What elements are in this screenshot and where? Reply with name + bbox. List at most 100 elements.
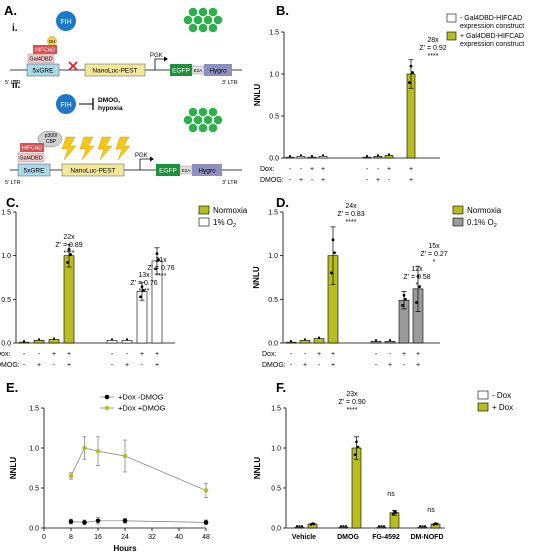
dox-sign: - [304,351,307,358]
dmog-sign: + [125,362,129,369]
dox-sign: - [377,166,380,173]
dmog-sign: - [289,177,292,184]
y-tick-label: 1.0 [269,72,279,79]
gal4-label: Gal4DBD [29,57,52,63]
dox-sign: - [111,351,114,358]
data-point [95,518,101,524]
significance-annotation: Z' = 0.58 [403,274,430,281]
dox-sign: + [402,351,406,358]
gre-label: 5xGRE [33,68,55,75]
replicate-point [299,154,303,157]
dox-sign: - [126,351,129,358]
replicate-point [333,251,336,255]
dmog-row-label: DMOG: [0,362,20,369]
data-point [82,520,87,525]
replicate-point [355,440,358,444]
legend-b-0-line2: expression construct [460,23,524,30]
replicate-point [404,297,407,301]
replicate-point [415,301,418,304]
replicate-point [142,289,145,292]
replicate-point [388,339,392,342]
x-tick-label: 16 [94,534,102,541]
legend-marker [104,405,110,411]
replicate-point [330,271,333,275]
y-tick-label: 0.0 [29,526,39,533]
gre-box [26,63,60,77]
panel-e-letter: E. [6,380,18,395]
dox-sign: + [321,166,325,173]
dmog-sign: - [375,362,378,369]
replicate-point [344,525,348,528]
dox-row-label: Dox: [262,351,276,358]
dmog-sign: + [416,362,420,369]
dmog-sign: + [299,177,303,184]
ltr3-label: 3' LTR [222,80,238,86]
significance-annotation: **** [428,53,439,60]
e2a-label: E2A [194,68,203,73]
replicate-point [331,238,335,242]
dox-sign: - [290,351,293,358]
replicate-point [37,338,41,341]
dmog-row-label: DMOG: [260,177,284,184]
y-tick-label: 1.5 [269,30,279,37]
y-tick-label: 0.5 [1,297,11,304]
data-point [122,518,128,524]
hygro-label: Hygro [209,68,227,75]
significance-annotation: 22x [63,234,75,241]
dox-sign: + [416,351,420,358]
cross-icon [68,61,78,71]
replicate-point [411,71,414,74]
luciferase-dot [188,7,198,17]
inhibitor-label-1: DMOG, [98,97,120,104]
dmog-sign: - [141,362,144,369]
bar [373,156,383,159]
replicate-point [418,525,422,528]
y-tick-label: 0.0 [269,156,279,163]
y-tick-label: 1.5 [29,406,39,413]
replicate-point [154,267,157,271]
dox-sign: + [155,351,159,358]
nanoluc-label: NanoLuc-PEST [92,68,137,75]
legend-swatch-minus [446,13,457,23]
hygro-label-2: Hygro [198,168,216,175]
category-label: FG-4592 [372,534,400,541]
hifcad-label: HIFCAD [35,48,56,54]
legend-swatch-normoxia [198,205,210,215]
data-point [82,445,87,451]
bar [376,526,387,529]
panel-a: A. i. ii. FIH OH HIFCAD Gal4DBD 5xGRE Na… [4,3,242,186]
significance-annotation: ns [387,491,395,498]
y-axis-label: NNLU [253,457,262,479]
dmog-sign: + [331,362,335,369]
y-tick-label: 0.5 [269,114,279,121]
x-axis-label: Hours [113,544,137,553]
inhibitor-label-2: hypoxia [98,105,123,112]
dmog-sign: - [403,362,406,369]
replicate-point [353,453,357,457]
dmog-sign: - [53,362,56,369]
pgk-arrowhead-icon-2 [150,156,154,162]
pgk-label: PGK [150,53,163,59]
dmog-sign: + [303,362,307,369]
pgk-arrow-icon [154,58,166,70]
gre-label-2: 5xGRE [24,168,46,175]
fih-circle-2 [56,94,76,114]
bar [299,340,311,344]
hygro-box-2 [192,164,222,176]
dmog-sign: + [388,362,392,369]
replicate-point [377,525,381,528]
bar [121,340,133,344]
replicate-point [311,522,314,525]
bar [318,156,328,159]
dmog-sign: + [376,177,380,184]
x-tick-label: 0 [42,534,46,541]
legend-swatch-hypoxia [452,217,464,227]
bar [370,340,382,344]
x-tick-label: 40 [175,534,183,541]
replicate-point [418,285,421,288]
luciferase-dot [198,23,208,33]
replicate-point [376,154,380,157]
gal4-box [27,53,55,64]
panel-a-letter: A. [4,3,17,18]
